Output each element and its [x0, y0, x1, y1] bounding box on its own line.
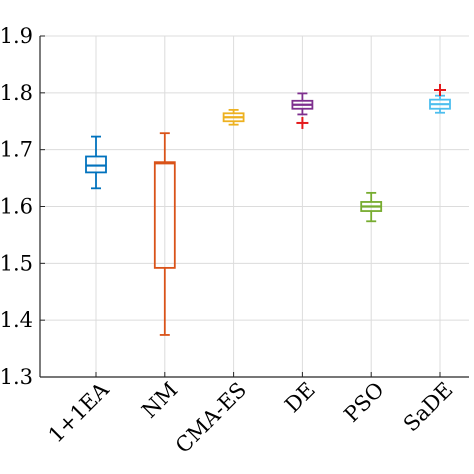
- y-tick-label: 1.5: [0, 251, 33, 275]
- y-tick-label: 1.8: [0, 81, 33, 105]
- y-tick-labels: 1.3 1.4 1.5 1.6 1.7 1.8 1.9: [0, 24, 33, 389]
- axes: [39, 35, 469, 378]
- box-iqr: [153, 161, 176, 269]
- box-sade: [429, 83, 451, 114]
- x-tick-label: CMA-ES: [171, 378, 251, 458]
- grid: [40, 35, 469, 378]
- y-tick-label: 1.4: [0, 308, 33, 332]
- x-tick-label: PSO: [339, 378, 388, 427]
- boxes: [85, 83, 451, 336]
- x-tick-label: DE: [280, 378, 320, 418]
- box-nm: [153, 132, 176, 336]
- x-tick-label: NM: [137, 378, 182, 423]
- y-tick-label: 1.7: [0, 138, 33, 162]
- box-cma-es: [222, 108, 245, 126]
- y-tick-label: 1.9: [0, 24, 33, 48]
- box-iqr: [85, 155, 107, 174]
- outlier-marker: [434, 83, 446, 96]
- box-de: [291, 92, 314, 129]
- y-tick-label: 1.3: [0, 365, 33, 389]
- box-pso: [360, 191, 383, 223]
- y-tick-label: 1.6: [0, 195, 33, 219]
- outlier-marker: [296, 116, 309, 129]
- x-tick-label: 1+1EA: [44, 377, 114, 447]
- x-tick-label: SaDE: [399, 378, 458, 437]
- box-1-1ea: [85, 135, 107, 190]
